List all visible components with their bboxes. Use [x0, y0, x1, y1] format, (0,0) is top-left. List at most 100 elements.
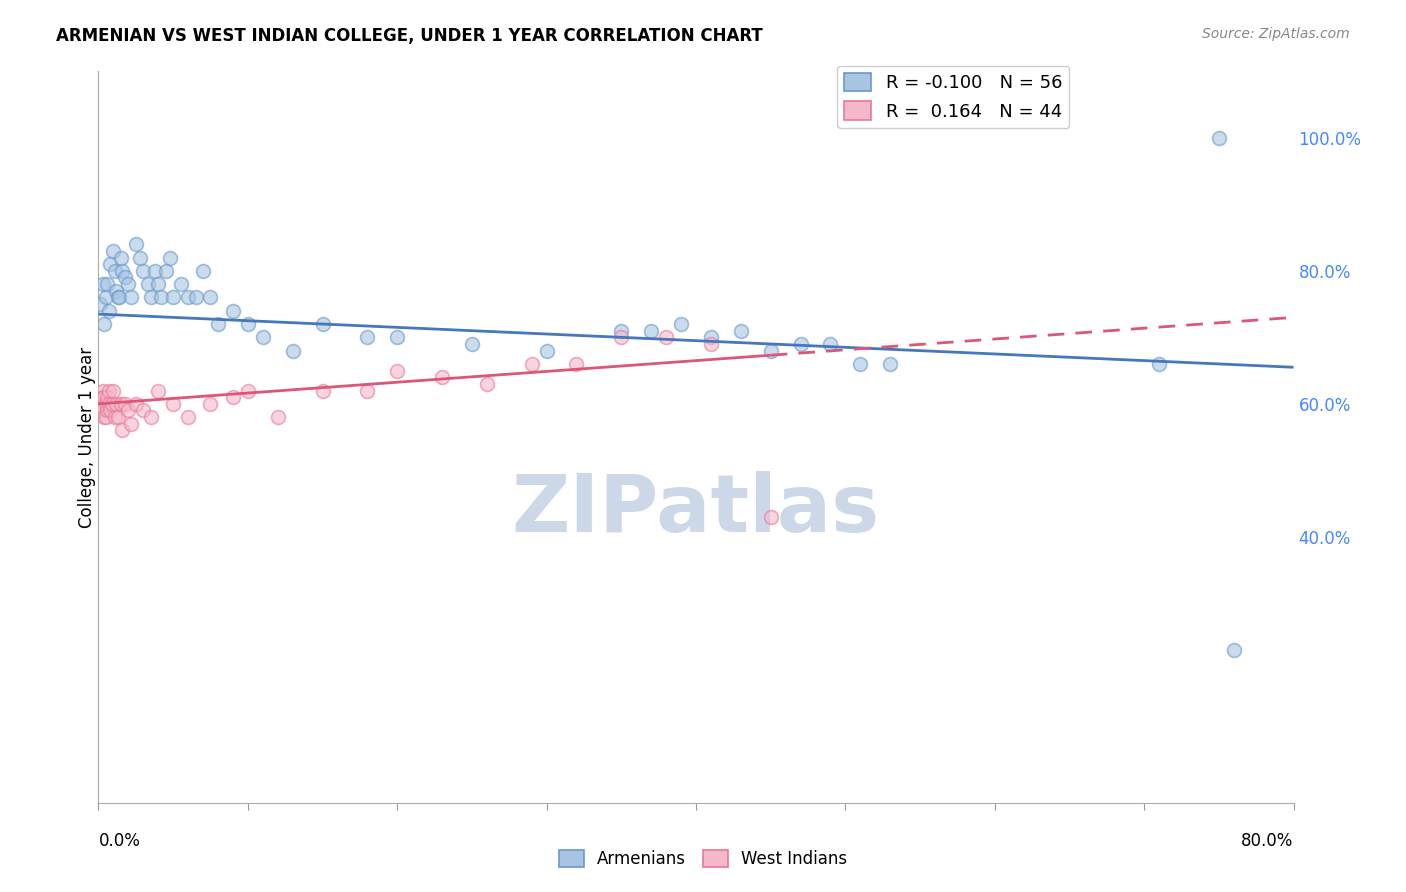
- Point: [132, 403, 155, 417]
- Point: [117, 277, 139, 292]
- Point: [356, 330, 378, 344]
- Point: [98, 403, 122, 417]
- Point: [311, 384, 333, 398]
- Point: [177, 290, 200, 304]
- Point: [94, 290, 117, 304]
- Point: [159, 251, 181, 265]
- Point: [98, 257, 122, 271]
- Point: [610, 324, 633, 338]
- Point: [222, 303, 245, 318]
- Point: [110, 397, 132, 411]
- Point: [104, 410, 127, 425]
- Point: [669, 317, 692, 331]
- Point: [820, 337, 842, 351]
- Point: [207, 317, 229, 331]
- Point: [162, 290, 184, 304]
- Point: [700, 330, 723, 344]
- Point: [475, 376, 498, 391]
- Point: [356, 384, 378, 398]
- Point: [91, 390, 114, 404]
- Point: [311, 317, 333, 331]
- Point: [136, 277, 159, 292]
- Point: [430, 370, 453, 384]
- Point: [730, 324, 752, 338]
- Point: [90, 403, 112, 417]
- Point: [640, 324, 662, 338]
- Point: [565, 357, 588, 371]
- Point: [177, 410, 200, 425]
- Point: [129, 251, 152, 265]
- Point: [120, 417, 142, 431]
- Point: [125, 397, 148, 411]
- Point: [132, 264, 155, 278]
- Point: [700, 337, 723, 351]
- Point: [252, 330, 274, 344]
- Point: [97, 384, 120, 398]
- Point: [93, 317, 115, 331]
- Point: [155, 264, 177, 278]
- Point: [108, 290, 131, 304]
- Point: [169, 277, 191, 292]
- Point: [148, 277, 170, 292]
- Point: [91, 277, 114, 292]
- Point: [139, 290, 162, 304]
- Point: [111, 264, 134, 278]
- Point: [91, 384, 114, 398]
- Point: [236, 384, 259, 398]
- Point: [111, 424, 134, 438]
- Point: [655, 330, 678, 344]
- Point: [879, 357, 901, 371]
- Point: [759, 509, 782, 524]
- Point: [97, 397, 120, 411]
- Point: [103, 384, 125, 398]
- Point: [1223, 643, 1246, 657]
- Point: [120, 290, 142, 304]
- Point: [89, 397, 111, 411]
- Legend: R = -0.100   N = 56, R =  0.164   N = 44: R = -0.100 N = 56, R = 0.164 N = 44: [837, 66, 1070, 128]
- Text: ZIPatlas: ZIPatlas: [512, 471, 880, 549]
- Point: [117, 403, 139, 417]
- Point: [143, 264, 166, 278]
- Point: [94, 410, 117, 425]
- Point: [101, 397, 124, 411]
- Text: Source: ZipAtlas.com: Source: ZipAtlas.com: [1202, 27, 1350, 41]
- Point: [200, 397, 222, 411]
- Point: [759, 343, 782, 358]
- Point: [104, 264, 127, 278]
- Point: [96, 403, 118, 417]
- Point: [94, 397, 117, 411]
- Point: [610, 330, 633, 344]
- Point: [105, 284, 128, 298]
- Point: [461, 337, 484, 351]
- Point: [849, 357, 872, 371]
- Point: [139, 410, 162, 425]
- Point: [96, 277, 118, 292]
- Point: [385, 330, 409, 344]
- Point: [150, 290, 173, 304]
- Point: [93, 410, 115, 425]
- Point: [93, 390, 115, 404]
- Point: [1208, 131, 1230, 145]
- Y-axis label: College, Under 1 year: College, Under 1 year: [79, 346, 96, 528]
- Point: [536, 343, 558, 358]
- Point: [789, 337, 811, 351]
- Point: [148, 384, 170, 398]
- Point: [114, 397, 136, 411]
- Point: [281, 343, 304, 358]
- Point: [1147, 357, 1170, 371]
- Point: [385, 363, 409, 377]
- Point: [236, 317, 259, 331]
- Point: [105, 397, 128, 411]
- Point: [89, 297, 111, 311]
- Point: [96, 390, 118, 404]
- Point: [200, 290, 222, 304]
- Text: 0.0%: 0.0%: [98, 832, 141, 850]
- Point: [110, 251, 132, 265]
- Point: [97, 303, 120, 318]
- Text: 80.0%: 80.0%: [1241, 832, 1294, 850]
- Point: [222, 390, 245, 404]
- Point: [107, 410, 129, 425]
- Point: [103, 244, 125, 258]
- Legend: Armenians, West Indians: Armenians, West Indians: [553, 843, 853, 875]
- Point: [114, 270, 136, 285]
